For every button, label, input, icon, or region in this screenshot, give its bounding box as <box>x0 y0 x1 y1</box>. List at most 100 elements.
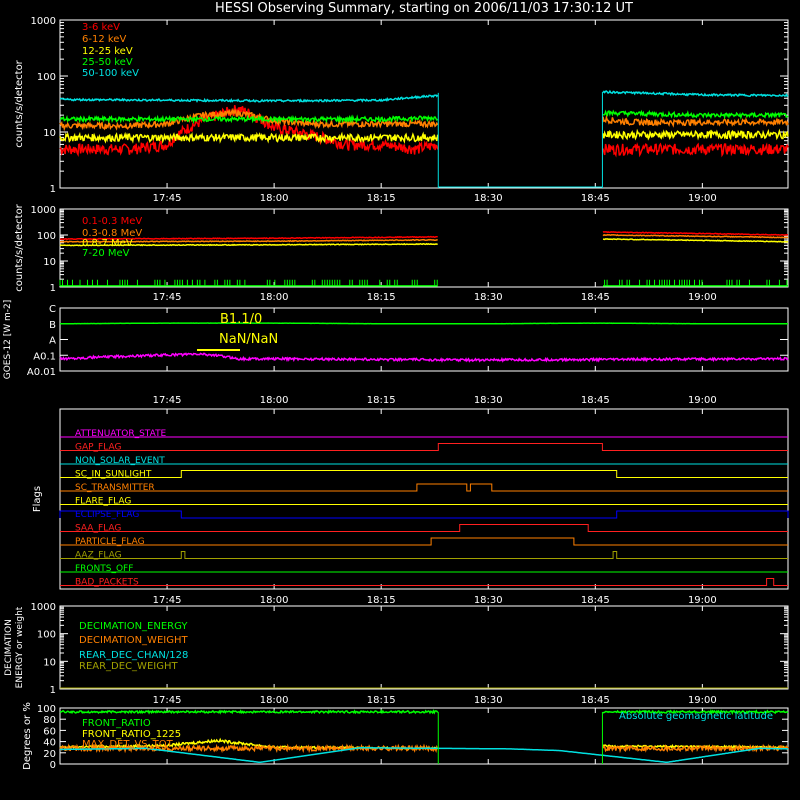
flags-trace <box>59 510 789 519</box>
ratio-ytick-label: 20 <box>43 749 56 760</box>
flags-xtick-label: 17:45 <box>153 595 182 606</box>
lowE-legend-entry: 50-100 keV <box>82 68 139 79</box>
decim-legend-entry: REAR_DEC_CHAN/128 <box>79 650 188 661</box>
lowE-series-line <box>602 109 789 120</box>
goes-xtick-label: 18:30 <box>474 395 503 406</box>
highE-legend-entry: 0.1-0.3 MeV <box>82 216 142 227</box>
flags-label: AAZ_FLAG <box>75 551 122 561</box>
decim-legend-entry: DECIMATION_ENERGY <box>79 621 188 632</box>
decim-xtick-label: 17:45 <box>153 695 182 706</box>
decim-ytick-label: 100 <box>37 630 56 641</box>
lowE-series-line <box>59 114 439 125</box>
lowE-xtick-label: 17:45 <box>153 193 182 204</box>
goes-ytick-label: A0.1 <box>33 351 56 362</box>
flags-label: SC_IN_SUNLIGHT <box>75 470 152 480</box>
decim-ylabel: ENERGY or weight <box>15 606 25 688</box>
decim-xtick-label: 19:00 <box>688 695 717 706</box>
lowE-xtick-label: 18:45 <box>581 193 610 204</box>
ratio-frame <box>59 707 789 765</box>
ratio-ytick-label: 100 <box>37 704 56 715</box>
highE-xtick-label: 18:15 <box>367 292 396 303</box>
lowE-series-line <box>59 94 439 104</box>
lowE-series-line <box>59 105 439 158</box>
ratio-series-line <box>60 747 788 764</box>
flags-trace <box>60 443 788 451</box>
goes-ytick-label: C <box>49 304 56 315</box>
highE-xtick-label: 18:30 <box>474 292 503 303</box>
flags-trace <box>60 470 788 478</box>
highE-ytick-label: 100 <box>37 231 56 242</box>
flags-xtick-label: 18:00 <box>260 595 289 606</box>
ratio-series-line <box>602 708 789 715</box>
decim-frame <box>59 605 789 690</box>
lowE-ylabel: counts/s/detector <box>14 59 25 147</box>
lowE-ytick-label: 1000 <box>31 16 56 27</box>
flags-trace <box>60 551 788 559</box>
flags-frame <box>59 408 789 590</box>
goes-xtick-label: 18:00 <box>260 395 289 406</box>
lowE-legend-entry: 3-6 keV <box>82 22 120 33</box>
figure-title: HESSI Observing Summary, starting on 200… <box>215 1 633 16</box>
lowE-xtick-label: 19:00 <box>688 193 717 204</box>
flags-xtick-label: 18:15 <box>367 595 396 606</box>
ratio-annotation: Absolute geomagnetic latitude <box>619 711 773 722</box>
flags-label: SC_TRANSMITTER <box>75 483 155 493</box>
lowE-xtick-label: 18:00 <box>260 193 289 204</box>
decim-xtick-label: 18:30 <box>474 695 503 706</box>
ratio-legend-entry: FRONT_RATIO <box>82 718 151 729</box>
flags-label: ECLIPSE_FLAG <box>75 510 139 520</box>
goes-xtick-label: 18:15 <box>367 395 396 406</box>
lowE-ytick-label: 100 <box>37 72 56 83</box>
highE-legend-entry: 7-20 MeV <box>82 248 130 259</box>
flags-trace <box>60 483 788 492</box>
lowE-legend-entry: 12-25 keV <box>82 46 133 57</box>
ratio-ytick-label: 80 <box>43 715 56 726</box>
goes-series-line <box>59 322 788 325</box>
flags-trace <box>60 578 788 586</box>
ratio-legend-entry: MAX_DET_VS_TOT <box>82 739 174 750</box>
lowE-series-line <box>59 107 439 132</box>
ratio-legend-entry: FRONT_RATIO_1225 <box>82 729 181 740</box>
flags-label: ATTENUATOR_STATE <box>75 429 167 439</box>
ratio-series-line <box>59 709 439 715</box>
lowE-xtick-label: 18:30 <box>474 193 503 204</box>
highE-xtick-label: 19:00 <box>688 292 717 303</box>
highE-series-line <box>602 238 789 243</box>
flags-ylabel: Flags <box>32 486 43 512</box>
highE-series-line <box>602 233 789 239</box>
highE-ylabel: counts/s/detector <box>14 203 25 291</box>
decim-ylabel: DECIMATION <box>4 619 14 676</box>
highE-ytick-label: 1000 <box>31 205 56 216</box>
lowE-series-line <box>602 128 789 141</box>
lowE-xtick-label: 18:15 <box>367 193 396 204</box>
goes-ylabel: GOES-12 [W m-2] <box>3 300 13 380</box>
highE-ytick-label: 1 <box>50 283 56 294</box>
goes-xtick-label: 17:45 <box>153 395 182 406</box>
highE-series-line <box>59 242 438 247</box>
ratio-ytick-label: 40 <box>43 738 56 749</box>
lowE-legend-entry: 6-12 keV <box>82 34 126 45</box>
highE-legend-entry: 0.8-7 MeV <box>82 238 133 249</box>
flags-trace <box>60 524 788 532</box>
highE-xtick-label: 18:45 <box>581 292 610 303</box>
highE-series-line <box>602 231 789 236</box>
ratio-ytick-label: 60 <box>43 726 56 737</box>
highE-legend-entry: 0.3-0.8 MeV <box>82 228 142 239</box>
lowE-series-line <box>59 131 439 144</box>
goes-ytick-label: A0.01 <box>27 367 56 378</box>
flags-label: SAA_FLAG <box>75 524 121 534</box>
goes-annotation: B1.1/0 <box>220 312 262 327</box>
lowE-frame <box>59 19 789 189</box>
goes-xtick-label: 18:45 <box>581 395 610 406</box>
flags-trace <box>60 537 788 546</box>
decim-xtick-label: 18:00 <box>260 695 289 706</box>
goes-ytick-label: B <box>49 320 56 331</box>
goes-xtick-label: 19:00 <box>688 395 717 406</box>
decim-xtick-label: 18:15 <box>367 695 396 706</box>
flags-label: PARTICLE_FLAG <box>75 537 145 547</box>
highE-xtick-label: 17:45 <box>153 292 182 303</box>
flags-label: FRONTS_OFF <box>75 564 133 574</box>
lowE-ytick-label: 1 <box>50 184 56 195</box>
flags-xtick-label: 19:00 <box>688 595 717 606</box>
